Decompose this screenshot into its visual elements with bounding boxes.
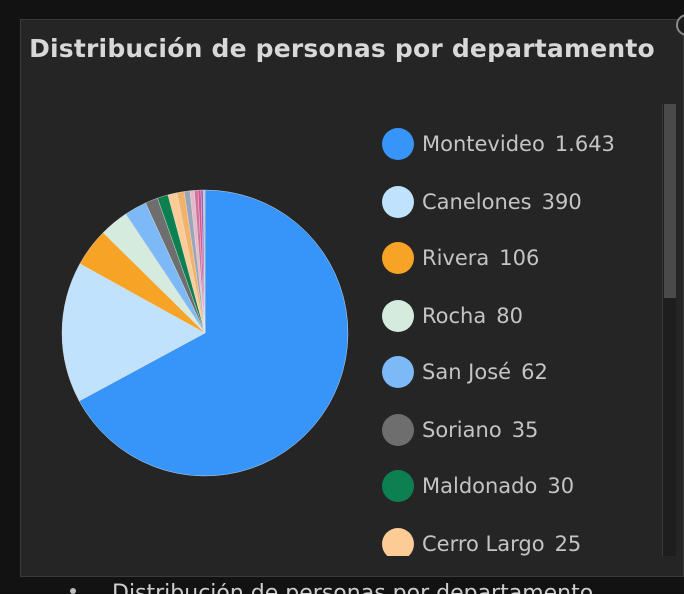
legend-label: San José — [422, 360, 512, 384]
legend-label: Canelones — [422, 190, 532, 214]
legend-value: 1.643 — [554, 132, 615, 156]
legend: Montevideo 1.643 Canelones 390 Rivera 106 Roch… — [372, 112, 652, 556]
legend-swatch-icon — [382, 356, 414, 388]
pie-slice-canelones[interactable] — [61, 263, 206, 402]
chart-title: Distribución de personas por departament… — [29, 34, 655, 63]
legend-item-maldonado[interactable]: Maldonado 30 — [372, 466, 652, 506]
legend-label: Maldonado — [422, 474, 538, 498]
pie-slice-minor-6[interactable] — [202, 189, 206, 334]
legend-item-rivera[interactable]: Rivera 106 — [372, 238, 652, 278]
legend-value: 30 — [547, 474, 575, 498]
legend-value: 35 — [511, 418, 539, 442]
legend-label: Soriano — [422, 418, 502, 442]
legend-value: 25 — [554, 532, 582, 556]
legend-value: 80 — [496, 304, 523, 328]
legend-item-san-jose[interactable]: San José 62 — [372, 352, 652, 392]
legend-item-rocha[interactable]: Rocha 80 — [372, 296, 652, 336]
next-card-title-fragment: Distribución de personas por departament… — [112, 583, 684, 594]
legend-swatch-icon — [382, 470, 414, 502]
legend-swatch-icon — [382, 528, 414, 556]
legend-value: 390 — [541, 190, 582, 214]
legend-label: Rivera — [422, 246, 490, 270]
legend-swatch-icon — [382, 300, 414, 332]
legend-label: Cerro Largo — [422, 532, 545, 556]
legend-scrollbar-thumb[interactable] — [664, 104, 676, 298]
legend-swatch-icon — [382, 128, 414, 160]
legend-swatch-icon — [382, 414, 414, 446]
bullet-icon — [70, 588, 76, 594]
legend-swatch-icon — [382, 242, 414, 274]
legend-scrollbar[interactable] — [662, 104, 676, 556]
pie-slice-montevideo[interactable] — [78, 189, 349, 477]
legend-label: Montevideo — [422, 132, 545, 156]
legend-item-cerro-largo[interactable]: Cerro Largo 25 — [372, 524, 652, 556]
legend-swatch-icon — [382, 186, 414, 218]
pie-chart — [61, 189, 349, 477]
legend-item-soriano[interactable]: Soriano 35 — [372, 410, 652, 450]
legend-value: 62 — [521, 360, 548, 384]
legend-item-canelones[interactable]: Canelones 390 — [372, 182, 652, 222]
legend-value: 106 — [499, 246, 540, 270]
legend-item-montevideo[interactable]: Montevideo 1.643 — [372, 124, 652, 164]
legend-label: Rocha — [422, 304, 487, 328]
